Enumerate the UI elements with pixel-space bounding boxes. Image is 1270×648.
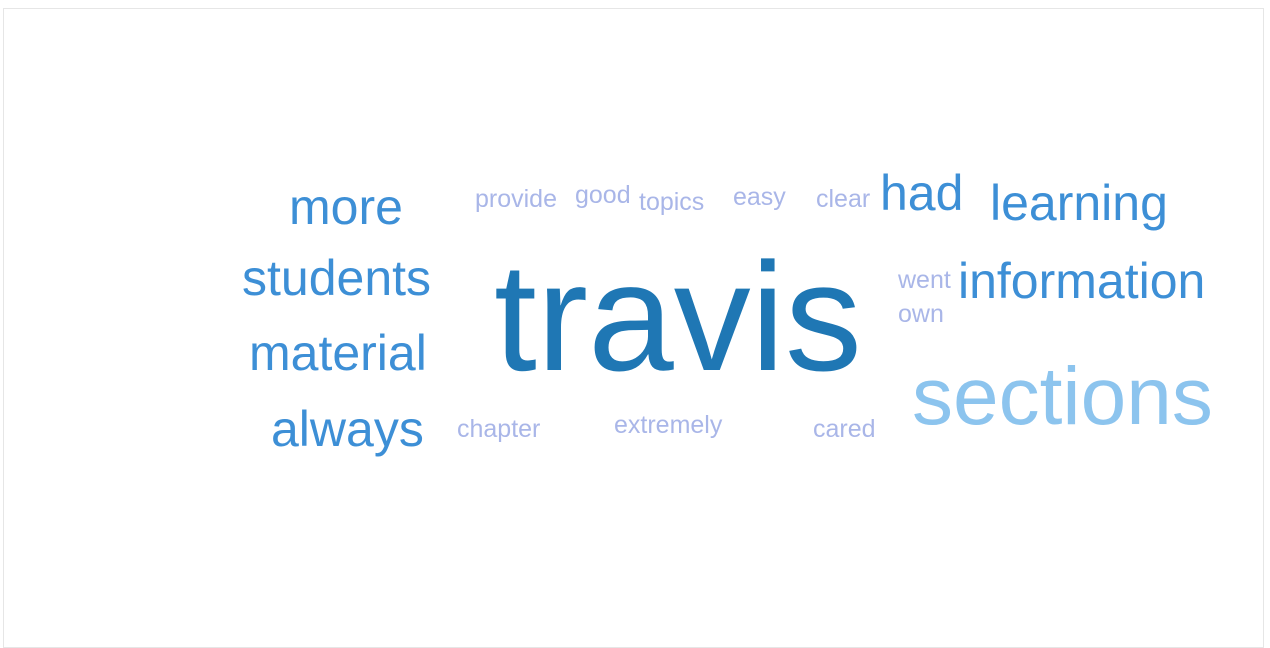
word-travis: travis [494, 231, 862, 403]
word-had: had [880, 165, 964, 221]
word-clear: clear [816, 185, 871, 213]
word-topics: topics [639, 188, 705, 216]
word-good: good [575, 181, 631, 209]
word-sections: sections [912, 351, 1213, 442]
word-own: own [898, 300, 944, 328]
word-more: more [289, 179, 403, 235]
word-extremely: extremely [614, 411, 723, 439]
word-information: information [958, 253, 1206, 309]
wordcloud-panel [3, 8, 1264, 648]
word-cared: cared [813, 415, 876, 443]
word-students: students [242, 250, 432, 306]
word-chapter: chapter [457, 415, 541, 443]
word-went: went [898, 266, 951, 294]
word-always: always [271, 401, 424, 457]
word-learning: learning [990, 175, 1168, 231]
word-provide: provide [475, 185, 557, 213]
word-easy: easy [733, 183, 786, 211]
word-material: material [249, 325, 427, 381]
